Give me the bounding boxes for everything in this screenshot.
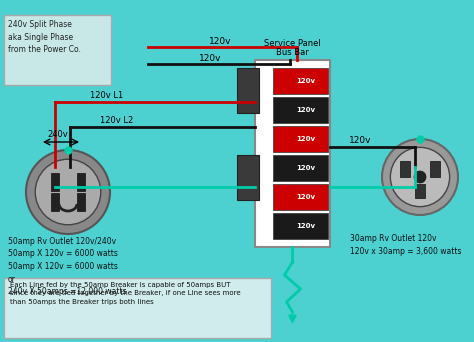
Bar [77, 173, 85, 191]
FancyBboxPatch shape [4, 278, 271, 338]
Text: 120v: 120v [296, 223, 316, 229]
Text: 120v L2: 120v L2 [100, 116, 133, 125]
Circle shape [26, 150, 110, 234]
Text: 240v Split Phase
aka Single Phase
from the Power Co.: 240v Split Phase aka Single Phase from t… [8, 20, 81, 54]
Bar [237, 68, 259, 113]
Text: Service Panel: Service Panel [264, 39, 321, 48]
Text: 120v: 120v [349, 136, 371, 145]
Text: 120v: 120v [296, 165, 316, 171]
Bar [51, 173, 59, 191]
Circle shape [35, 159, 101, 225]
Bar [415, 184, 425, 198]
Text: 120v: 120v [199, 54, 221, 63]
Circle shape [382, 139, 458, 215]
Circle shape [391, 147, 450, 207]
Bar [273, 126, 328, 152]
Text: 120v L1: 120v L1 [90, 91, 123, 100]
Text: 120v: 120v [296, 194, 316, 200]
Bar [237, 155, 259, 200]
Circle shape [414, 171, 426, 183]
Text: Bus Bar: Bus Bar [276, 48, 309, 57]
Bar [77, 193, 85, 211]
Bar [51, 193, 59, 211]
FancyBboxPatch shape [4, 15, 111, 85]
Bar [255, 60, 330, 247]
Bar [273, 68, 328, 94]
Text: 30amp Rv Outlet 120v
120v x 30amp = 3,600 watts: 30amp Rv Outlet 120v 120v x 30amp = 3,60… [350, 234, 462, 255]
Bar [273, 155, 328, 181]
Text: Each Line fed by the 50amp Breaker is capable of 50amps BUT
since they are tied : Each Line fed by the 50amp Breaker is ca… [10, 282, 241, 305]
Text: 50amp Rv Outlet 120v/240v
50amp X 120v = 6000 watts
50amp X 120v = 6000 watts
or: 50amp Rv Outlet 120v/240v 50amp X 120v =… [8, 237, 127, 296]
Bar [273, 184, 328, 210]
Bar [430, 161, 440, 177]
Text: 120v: 120v [296, 136, 316, 142]
Bar [400, 161, 410, 177]
Text: 120v: 120v [209, 37, 231, 46]
Text: 240v: 240v [47, 130, 68, 139]
Bar [273, 97, 328, 123]
Text: 120v: 120v [296, 78, 316, 84]
Text: 120v: 120v [296, 107, 316, 113]
Bar [273, 213, 328, 239]
